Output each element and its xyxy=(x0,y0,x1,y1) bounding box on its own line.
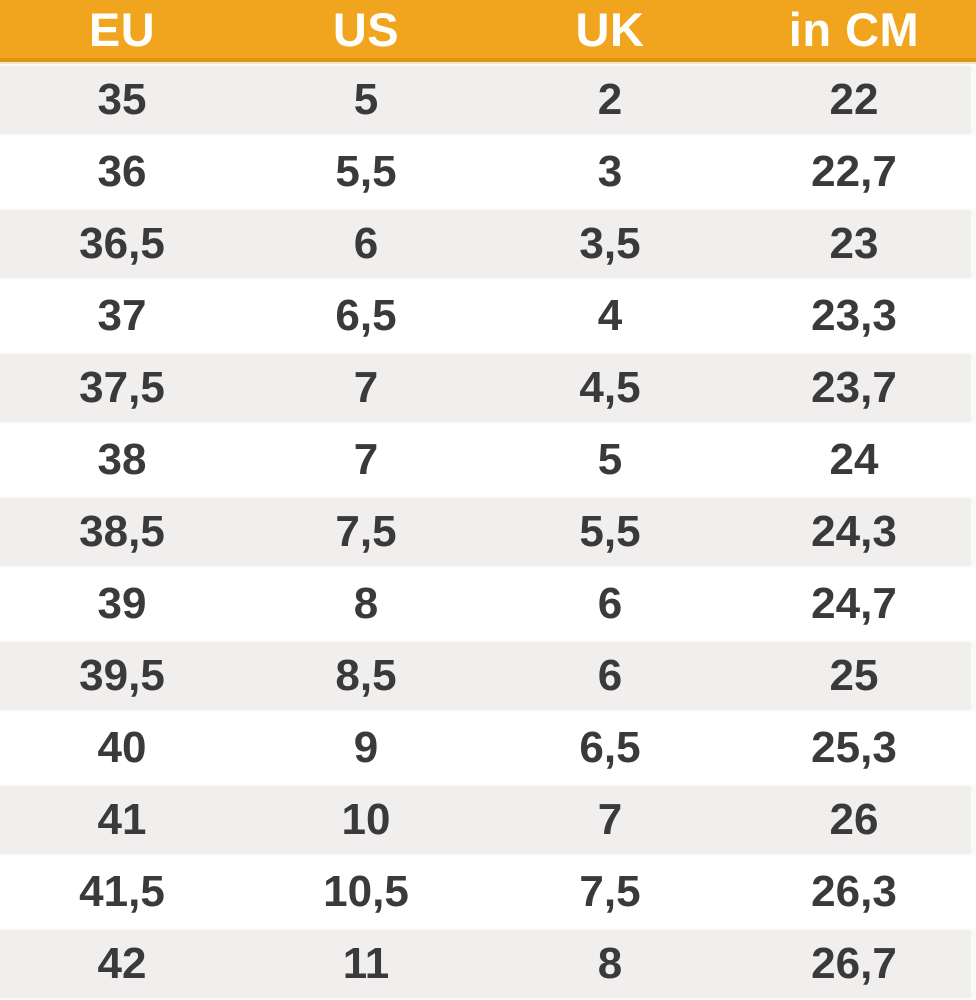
cell-eu: 38 xyxy=(97,435,147,484)
cell-eu: 35 xyxy=(97,75,147,124)
table-row: 39,5 8,5 6 25 xyxy=(0,640,976,712)
cell-cm: 23,7 xyxy=(811,363,897,412)
cell-cm: 25 xyxy=(829,651,879,700)
table-row: 37 6,5 4 23,3 xyxy=(0,280,976,352)
cell-cm: 25,3 xyxy=(811,723,897,772)
table-row: 41,5 10,5 7,5 26,3 xyxy=(0,856,976,928)
cell-us: 5 xyxy=(353,75,379,124)
cell-cm: 24,3 xyxy=(811,507,897,556)
cell-eu: 37 xyxy=(97,291,147,340)
cell-uk: 6 xyxy=(597,579,623,628)
cell-uk: 7,5 xyxy=(579,867,641,916)
cell-us: 5,5 xyxy=(335,147,397,196)
table-row: 35 5 2 22 xyxy=(0,64,976,136)
table-row: 42 11 8 26,7 xyxy=(0,928,976,1000)
cell-us: 7 xyxy=(353,435,379,484)
cell-cm: 22 xyxy=(829,75,879,124)
cell-cm: 22,7 xyxy=(811,147,897,196)
cell-uk: 3 xyxy=(597,147,623,196)
column-header-uk: UK xyxy=(575,2,645,56)
cell-us: 7,5 xyxy=(335,507,397,556)
cell-eu: 40 xyxy=(97,723,147,772)
cell-us: 6 xyxy=(353,219,379,268)
table-row: 41 10 7 26 xyxy=(0,784,976,856)
cell-us: 9 xyxy=(353,723,379,772)
cell-uk: 5 xyxy=(597,435,623,484)
cell-us: 10 xyxy=(341,795,391,844)
cell-uk: 5,5 xyxy=(579,507,641,556)
cell-cm: 24,7 xyxy=(811,579,897,628)
cell-cm: 26,7 xyxy=(811,939,897,988)
cell-us: 6,5 xyxy=(335,291,397,340)
cell-eu: 42 xyxy=(97,939,147,988)
cell-us: 8,5 xyxy=(335,651,397,700)
cell-cm: 23 xyxy=(829,219,879,268)
cell-us: 8 xyxy=(353,579,379,628)
table-row: 36,5 6 3,5 23 xyxy=(0,208,976,280)
cell-us: 7 xyxy=(353,363,379,412)
cell-cm: 26,3 xyxy=(811,867,897,916)
cell-eu: 41,5 xyxy=(79,867,165,916)
cell-uk: 7 xyxy=(597,795,623,844)
cell-eu: 38,5 xyxy=(79,507,165,556)
cell-eu: 37,5 xyxy=(79,363,165,412)
cell-uk: 3,5 xyxy=(579,219,641,268)
cell-uk: 6 xyxy=(597,651,623,700)
cell-us: 10,5 xyxy=(323,867,409,916)
column-header-us: US xyxy=(332,2,400,56)
column-header-in-cm: in CM xyxy=(788,2,920,56)
cell-eu: 39 xyxy=(97,579,147,628)
table-header-row: EU US UK in CM xyxy=(0,0,976,64)
cell-uk: 4 xyxy=(597,291,623,340)
cell-us: 11 xyxy=(342,939,390,988)
table-row: 38 7 5 24 xyxy=(0,424,976,496)
table-row: 40 9 6,5 25,3 xyxy=(0,712,976,784)
table-body: 35 5 2 22 36 5,5 3 22,7 36,5 6 3,5 23 37… xyxy=(0,64,976,1000)
cell-uk: 4,5 xyxy=(579,363,641,412)
cell-eu: 39,5 xyxy=(79,651,165,700)
cell-cm: 23,3 xyxy=(811,291,897,340)
cell-uk: 6,5 xyxy=(579,723,641,772)
table-row: 36 5,5 3 22,7 xyxy=(0,136,976,208)
cell-uk: 8 xyxy=(597,939,623,988)
cell-cm: 26 xyxy=(829,795,879,844)
cell-eu: 36,5 xyxy=(79,219,165,268)
cell-uk: 2 xyxy=(597,75,623,124)
table-row: 38,5 7,5 5,5 24,3 xyxy=(0,496,976,568)
cell-cm: 24 xyxy=(829,435,879,484)
cell-eu: 36 xyxy=(97,147,147,196)
cell-eu: 41 xyxy=(97,795,147,844)
column-header-eu: EU xyxy=(88,2,156,56)
table-row: 39 8 6 24,7 xyxy=(0,568,976,640)
table-row: 37,5 7 4,5 23,7 xyxy=(0,352,976,424)
